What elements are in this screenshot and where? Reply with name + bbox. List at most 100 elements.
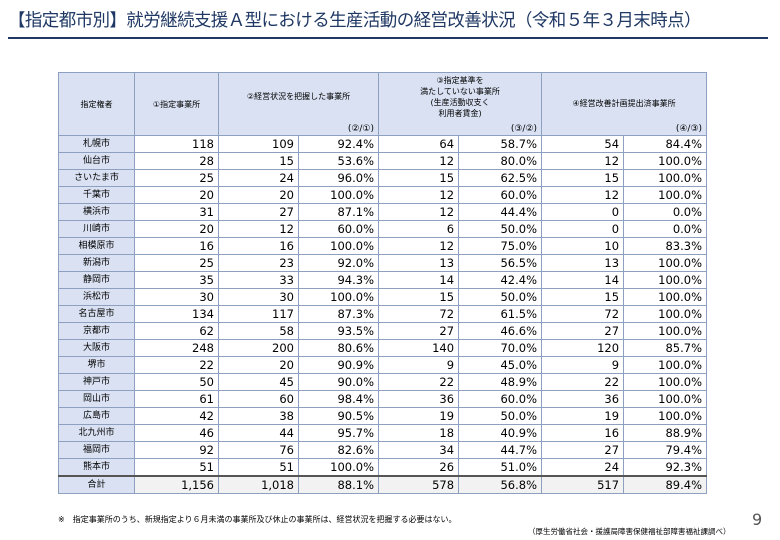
header-col4: ④経営改善計画提出済事業所: [541, 86, 708, 121]
header-authority: 指定権者: [58, 72, 135, 136]
source-note: （厚生労働省社会・援護局障害保健福祉部障害福祉課調べ）: [528, 527, 731, 536]
cell-c4: 27: [541, 441, 625, 459]
cell-c2: 20: [218, 186, 299, 204]
cell-r2: 100.0%: [297, 237, 380, 255]
cell-r2: 53.6%: [297, 152, 380, 170]
cell-c2: 33: [218, 271, 299, 289]
cell-c3: 72: [378, 305, 460, 323]
cell-c4: 13: [541, 254, 625, 272]
table-row: 大阪市 248 200 80.6% 140 70.0% 120 85.7%: [58, 339, 708, 357]
cell-r2: 90.5%: [297, 407, 380, 425]
cell-r4: 100.0%: [623, 322, 708, 340]
cell-r4: 100.0%: [623, 390, 708, 408]
cell-c2: 58: [218, 322, 299, 340]
cell-c1: 30: [134, 288, 219, 306]
cell-c3: 578: [378, 475, 460, 494]
cell-r3: 40.9%: [458, 424, 543, 442]
cell-r4: 100.0%: [623, 254, 708, 272]
cell-city: 名古屋市: [58, 305, 135, 323]
cell-c4: 22: [541, 373, 625, 391]
cell-c1: 62: [134, 322, 219, 340]
cell-r4: 85.7%: [623, 339, 708, 357]
cell-c1: 92: [134, 441, 219, 459]
cell-c1: 46: [134, 424, 219, 442]
table-row: 川崎市 20 12 60.0% 6 50.0% 0 0.0%: [58, 220, 708, 238]
cell-c3: 140: [378, 339, 460, 357]
cell-c3: 19: [378, 407, 460, 425]
cell-c2: 38: [218, 407, 299, 425]
cell-c1: 61: [134, 390, 219, 408]
cell-c3: 27: [378, 322, 460, 340]
cell-city: 横浜市: [58, 203, 135, 221]
cell-c2: 16: [218, 237, 299, 255]
cell-r4: 100.0%: [623, 186, 708, 204]
cell-r4: 100.0%: [623, 152, 708, 170]
cell-c4: 24: [541, 458, 625, 477]
cell-city: 広島市: [58, 407, 135, 425]
table-row: さいたま市 25 24 96.0% 15 62.5% 15 100.0%: [58, 169, 708, 187]
cell-c2: 117: [218, 305, 299, 323]
cell-r3: 60.0%: [458, 186, 543, 204]
cell-r2: 95.7%: [297, 424, 380, 442]
cell-r3: 56.8%: [458, 475, 543, 494]
cell-c4: 0: [541, 203, 625, 221]
header-col3-ratio: (③/②): [378, 120, 543, 136]
cell-r4: 84.4%: [623, 135, 708, 153]
cell-r3: 70.0%: [458, 339, 543, 357]
cell-c2: 44: [218, 424, 299, 442]
cell-r3: 58.7%: [458, 135, 543, 153]
cell-c3: 18: [378, 424, 460, 442]
cell-c2: 1,018: [218, 475, 299, 494]
cell-c2: 76: [218, 441, 299, 459]
cell-r3: 48.9%: [458, 373, 543, 391]
table-row: 相模原市 16 16 100.0% 12 75.0% 10 83.3%: [58, 237, 708, 255]
cell-r3: 45.0%: [458, 356, 543, 374]
cell-r2: 90.9%: [297, 356, 380, 374]
cell-r2: 100.0%: [297, 458, 380, 477]
cell-c3: 6: [378, 220, 460, 238]
cell-c2: 30: [218, 288, 299, 306]
cell-city: 神戸市: [58, 373, 135, 391]
table-row: 千葉市 20 20 100.0% 12 60.0% 12 100.0%: [58, 186, 708, 204]
table-row: 新潟市 25 23 92.0% 13 56.5% 13 100.0%: [58, 254, 708, 272]
cell-c4: 10: [541, 237, 625, 255]
cell-c3: 36: [378, 390, 460, 408]
cell-c2: 24: [218, 169, 299, 187]
cell-c1: 22: [134, 356, 219, 374]
cell-r3: 46.6%: [458, 322, 543, 340]
cell-city: 浜松市: [58, 288, 135, 306]
cell-c2: 15: [218, 152, 299, 170]
cell-city: さいたま市: [58, 169, 135, 187]
cell-c3: 15: [378, 288, 460, 306]
table-row: 京都市 62 58 93.5% 27 46.6% 27 100.0%: [58, 322, 708, 340]
cell-r2: 92.0%: [297, 254, 380, 272]
header-col2-ratio: (②/①): [217, 120, 380, 136]
cell-c1: 248: [134, 339, 219, 357]
cell-r4: 100.0%: [623, 271, 708, 289]
cell-c3: 34: [378, 441, 460, 459]
cell-r2: 87.3%: [297, 305, 380, 323]
cell-c4: 36: [541, 390, 625, 408]
cell-c4: 27: [541, 322, 625, 340]
table-row: 静岡市 35 33 94.3% 14 42.4% 14 100.0%: [58, 271, 708, 289]
cell-r2: 94.3%: [297, 271, 380, 289]
header-col4-spacer: [541, 72, 708, 87]
cell-c4: 16: [541, 424, 625, 442]
cell-c4: 15: [541, 169, 625, 187]
cell-r2: 98.4%: [297, 390, 380, 408]
cell-r2: 93.5%: [297, 322, 380, 340]
cell-c4: 14: [541, 271, 625, 289]
cell-r4: 100.0%: [623, 356, 708, 374]
header-col2: ②経営状況を把握した事業所: [217, 72, 380, 121]
cell-r2: 90.0%: [297, 373, 380, 391]
cell-c2: 60: [218, 390, 299, 408]
cell-c1: 51: [134, 458, 219, 477]
cell-c2: 23: [218, 254, 299, 272]
cell-city: 合計: [58, 475, 135, 494]
cell-r2: 60.0%: [297, 220, 380, 238]
cell-c1: 20: [134, 220, 219, 238]
footnote: ※ 指定事業所のうち、新規指定より６月未満の事業所及び休止の事業所は、経営状況を…: [58, 515, 457, 524]
cell-r3: 61.5%: [458, 305, 543, 323]
cell-c4: 54: [541, 135, 625, 153]
table-body: 札幌市 118 109 92.4% 64 58.7% 54 84.4% 仙台市 28 15 53.6%…: [58, 135, 708, 494]
